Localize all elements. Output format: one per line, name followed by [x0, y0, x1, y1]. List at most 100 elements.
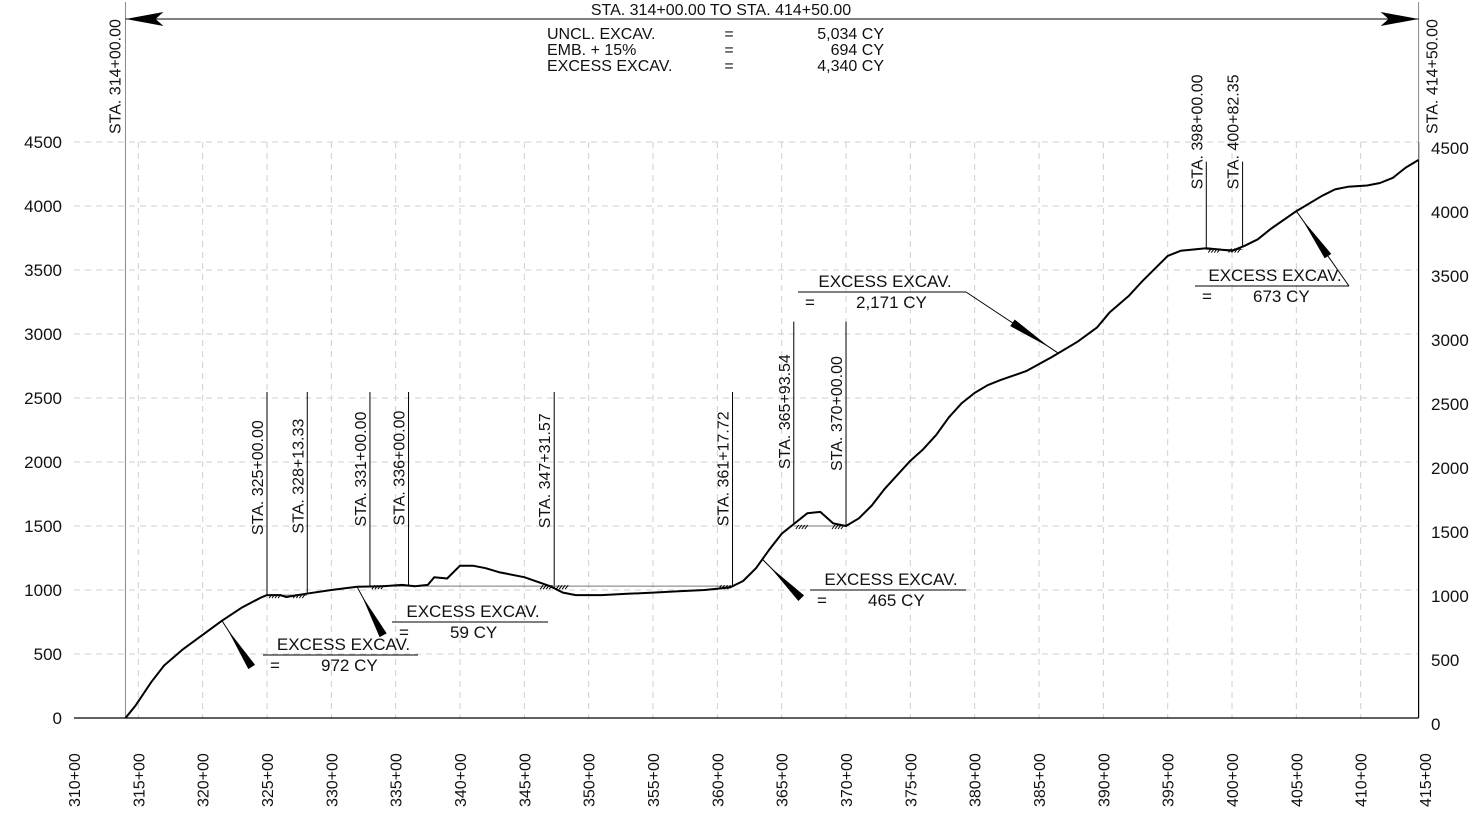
annotation-value: 972 CY	[321, 656, 378, 675]
station-label: STA. 314+00.00	[107, 19, 124, 134]
header-row-value: 5,034 CY	[817, 26, 884, 43]
station-label: STA. 325+00.00	[250, 420, 267, 535]
station-label: STA. 400+82.35	[1226, 74, 1243, 189]
x-tick-label: 310+00	[67, 753, 84, 807]
y-tick-label-right: 3500	[1431, 267, 1469, 286]
x-tick-label: 335+00	[389, 753, 406, 807]
balance-hatch	[564, 584, 569, 590]
x-tick-label: 410+00	[1354, 753, 1371, 807]
station-label: STA. 328+13.33	[290, 419, 307, 534]
header-row-eq: =	[724, 42, 733, 59]
header-row-label: EXCESS EXCAV.	[547, 58, 672, 75]
annotation-value: 2,171 CY	[856, 293, 927, 312]
station-label: STA. 347+31.57	[537, 413, 554, 528]
station-label: STA. 336+00.00	[392, 411, 409, 526]
x-tick-label: 395+00	[1161, 753, 1178, 807]
y-tick-label-right: 4000	[1431, 203, 1469, 222]
annotation-eq: =	[1202, 287, 1212, 306]
station-label: STA. 370+00.00	[829, 356, 846, 471]
annotation-eq: =	[805, 293, 815, 312]
balance-hatch	[561, 584, 566, 590]
station-label: STA. 365+93.54	[777, 354, 794, 469]
balance-hatch	[804, 524, 809, 530]
axes: 0 0 500 500 1000 1000 1500 1500 2000 2000 2500 2500…	[24, 133, 1469, 807]
x-tick-label: 340+00	[453, 753, 470, 807]
y-tick-label-left: 1500	[24, 517, 62, 536]
station-label: STA. 331+00.00	[353, 411, 370, 526]
y-tick-label-right: 2500	[1431, 395, 1469, 414]
mass-curve	[124, 159, 1420, 719]
range-label-bg	[568, 0, 874, 18]
header-row-label: EMB. + 15%	[547, 42, 636, 59]
balance-hatch	[834, 524, 839, 530]
header-row-label: UNCL. EXCAV.	[547, 26, 655, 43]
balance-hatch	[831, 524, 836, 530]
x-tick-label: 405+00	[1289, 753, 1306, 807]
balance-hatch	[539, 584, 544, 590]
leader-arrow-icon	[769, 566, 805, 602]
x-tick-label: 330+00	[324, 753, 341, 807]
x-tick-label: 350+00	[582, 753, 599, 807]
x-tick-label: 355+00	[646, 753, 663, 807]
x-tick-label: 360+00	[710, 753, 727, 807]
range-label: STA. 314+00.00 TO STA. 414+50.00	[591, 2, 851, 19]
y-tick-label-left: 500	[34, 645, 62, 664]
grid	[74, 141, 1419, 718]
header-block: STA. 314+00.00 TO STA. 414+50.00 UNCL. EX…	[125, 0, 1419, 75]
annotation-title: EXCESS EXCAV.	[277, 635, 410, 654]
x-tick-label: 315+00	[131, 753, 148, 807]
y-tick-label-right: 2000	[1431, 459, 1469, 478]
y-tick-label-left: 1000	[24, 581, 62, 600]
y-tick-label-right: 500	[1431, 651, 1459, 670]
header-row-eq: =	[724, 26, 733, 43]
leader-arrow-icon	[361, 595, 387, 638]
balance-hatch	[558, 584, 563, 590]
y-tick-label-right: 1500	[1431, 523, 1469, 542]
y-tick-label-left: 0	[53, 709, 62, 728]
y-tick-label-left: 2500	[24, 389, 62, 408]
annotation-title: EXCESS EXCAV.	[1208, 266, 1341, 285]
y-tick-label-right: 1000	[1431, 587, 1469, 606]
x-tick-label: 365+00	[775, 753, 792, 807]
station-label: STA. 398+00.00	[1189, 74, 1206, 189]
x-tick-label: 320+00	[196, 753, 213, 807]
x-tick-label: 375+00	[903, 753, 920, 807]
header-row-value: 4,340 CY	[817, 58, 884, 75]
y-tick-label-right: 3000	[1431, 331, 1469, 350]
x-tick-label: 380+00	[968, 753, 985, 807]
mass-curve-layer	[124, 159, 1420, 719]
x-tick-label: 345+00	[517, 753, 534, 807]
annotation-value: 59 CY	[450, 623, 497, 642]
annotation-eq: =	[399, 623, 409, 642]
leader-arrow-icon	[1010, 319, 1050, 348]
y-tick-label-left: 4500	[24, 133, 62, 152]
annotation-title: EXCESS EXCAV.	[818, 272, 951, 291]
y-tick-label-left: 3000	[24, 325, 62, 344]
balance-hatch	[801, 524, 806, 530]
annotation-value: 465 CY	[868, 591, 925, 610]
x-tick-label: 390+00	[1096, 753, 1113, 807]
y-tick-label-right: 0	[1431, 715, 1440, 734]
balance-hatch	[795, 524, 800, 530]
x-tick-label: 415+00	[1418, 753, 1435, 807]
annotation-eq: =	[270, 656, 280, 675]
x-tick-label: 325+00	[260, 753, 277, 807]
station-label: STA. 361+17.72	[716, 411, 733, 526]
x-tick-label: 400+00	[1225, 753, 1242, 807]
header-row-value: 694 CY	[831, 42, 885, 59]
station-markers: STA. 314+00.00 STA. 325+00.00 STA. 328+13.…	[107, 2, 1442, 718]
annotation-eq: =	[817, 591, 827, 610]
y-tick-label-right: 4500	[1431, 139, 1469, 158]
x-tick-label: 385+00	[1032, 753, 1049, 807]
header-row-eq: =	[724, 58, 733, 75]
balance-hatch	[1237, 248, 1241, 253]
x-tick-label: 370+00	[839, 753, 856, 807]
leader-arrow-icon	[227, 629, 256, 670]
annotation-title: EXCESS EXCAV.	[406, 602, 539, 621]
arrow-right-icon	[1380, 12, 1419, 26]
arrow-left-icon	[125, 12, 164, 26]
leader-arrow-icon	[1302, 219, 1332, 259]
y-tick-label-left: 4000	[24, 197, 62, 216]
